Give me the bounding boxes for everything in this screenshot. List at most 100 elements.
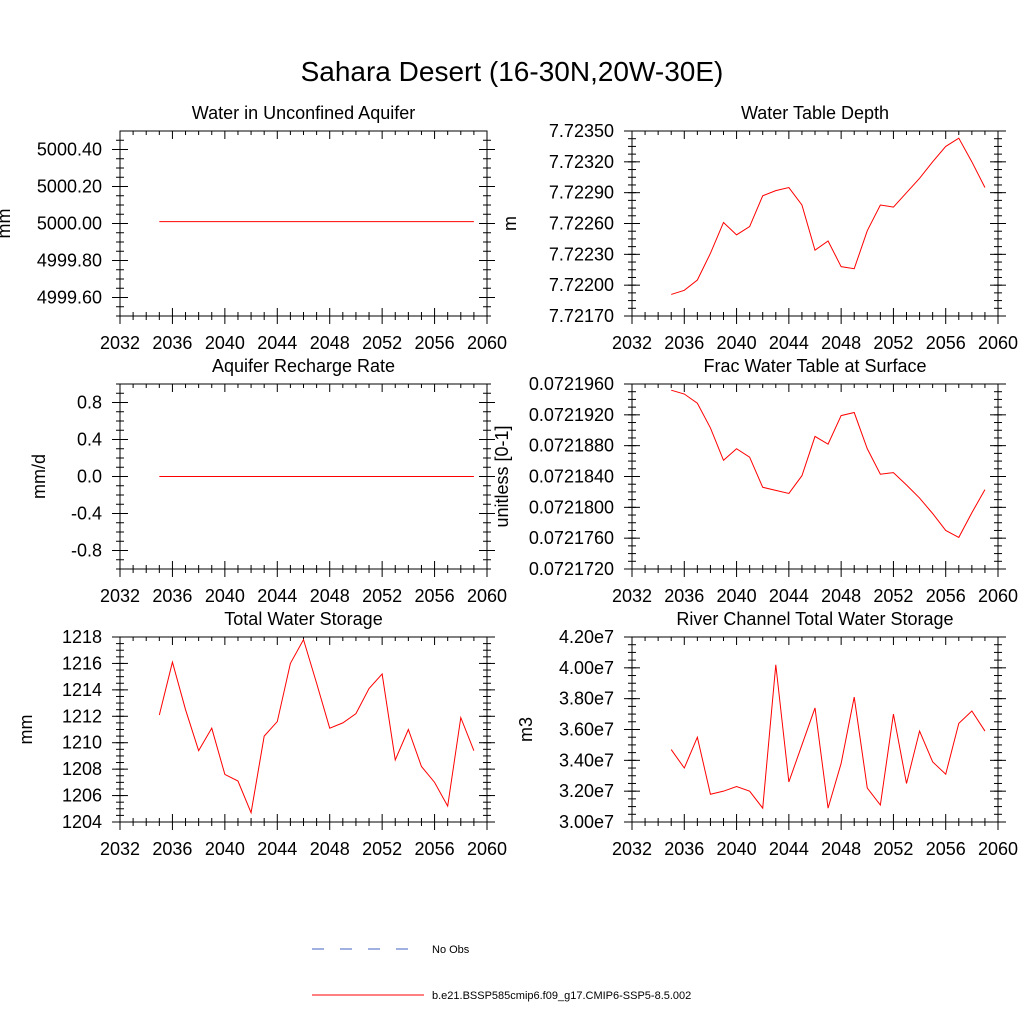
y-tick-label: 0.8 <box>77 393 102 413</box>
x-tick-label: 2040 <box>717 586 757 606</box>
x-tick-label: 2032 <box>100 839 140 859</box>
y-tick-label: 7.72290 <box>549 183 614 203</box>
panel-frac-water-table-at-surface: Frac Water Table at Surface 2032 2036 2040 2… <box>492 356 1018 606</box>
x-tick-label: 2060 <box>978 333 1018 353</box>
y-tick-label: -0.4 <box>71 504 102 524</box>
y-tick-label: 0.4 <box>77 430 102 450</box>
y-tick-label: 3.00e7 <box>559 812 614 832</box>
y-tick-label: 4.00e7 <box>559 658 614 678</box>
y-tick-label: 1212 <box>62 706 102 726</box>
series-line <box>158 638 475 815</box>
figure-title: Sahara Desert (16-30N,20W-30E) <box>300 56 724 87</box>
x-tick-label: 2044 <box>769 586 809 606</box>
y-tick-label: 7.72200 <box>549 275 614 295</box>
x-tick-label: 2060 <box>467 586 507 606</box>
y-axis-label: m3 <box>516 717 536 742</box>
x-tick-label: 2048 <box>310 839 350 859</box>
x-tick-label: 2056 <box>926 333 966 353</box>
series-line <box>671 137 986 295</box>
plot-frame <box>119 130 488 317</box>
y-tick-label: 5000.40 <box>37 140 102 160</box>
x-tick-label: 2036 <box>152 333 192 353</box>
panel-water-in-unconfined-aquifer: Water in Unconfined Aquifer 2032 2036 2040 2… <box>0 103 507 353</box>
x-tick-label: 2056 <box>415 333 455 353</box>
x-tick-label: 2032 <box>100 586 140 606</box>
y-tick-label: 1218 <box>62 627 102 647</box>
y-tick-label: 1208 <box>62 759 102 779</box>
series-line <box>670 664 986 810</box>
x-tick-label: 2040 <box>205 839 245 859</box>
y-tick-label: 7.72170 <box>549 306 614 326</box>
x-tick-label: 2044 <box>769 839 809 859</box>
x-tick-label: 2052 <box>873 586 913 606</box>
y-tick-label: 7.72230 <box>549 244 614 264</box>
x-tick-label: 2048 <box>310 586 350 606</box>
x-tick-label: 2048 <box>821 586 861 606</box>
y-axis-label: m <box>500 216 520 231</box>
x-tick-label: 2036 <box>152 586 192 606</box>
y-tick-label: 1216 <box>62 653 102 673</box>
x-tick-label: 2056 <box>926 839 966 859</box>
y-tick-label: 3.40e7 <box>559 750 614 770</box>
panel-title: Frac Water Table at Surface <box>703 356 926 376</box>
x-tick-label: 2032 <box>612 333 652 353</box>
x-tick-label: 2056 <box>415 839 455 859</box>
series-line <box>671 389 986 539</box>
y-tick-label: 1204 <box>62 812 102 832</box>
panel-title: Aquifer Recharge Rate <box>212 356 395 376</box>
x-tick-label: 2056 <box>926 586 966 606</box>
x-tick-label: 2044 <box>257 333 297 353</box>
y-axis-label: mm/d <box>29 454 49 499</box>
x-tick-label: 2052 <box>362 839 402 859</box>
x-tick-label: 2032 <box>612 586 652 606</box>
y-tick-label: 1210 <box>62 733 102 753</box>
panel-title: Water Table Depth <box>741 103 889 123</box>
x-tick-label: 2040 <box>717 333 757 353</box>
x-tick-label: 2040 <box>205 333 245 353</box>
legend-no-obs-label: No Obs <box>432 944 470 956</box>
plot-frame <box>631 636 999 823</box>
x-tick-label: 2036 <box>664 839 704 859</box>
y-axis-label: unitless [0-1] <box>492 425 512 527</box>
y-tick-label: 4999.80 <box>37 251 102 271</box>
panel-aquifer-recharge-rate: Aquifer Recharge Rate 2032 2036 2040 2044 204… <box>29 356 507 606</box>
y-tick-label: 0.0721760 <box>529 528 614 548</box>
y-tick-label: -0.8 <box>71 541 102 561</box>
x-tick-label: 2040 <box>717 839 757 859</box>
x-tick-label: 2048 <box>821 839 861 859</box>
x-tick-label: 2036 <box>664 333 704 353</box>
x-tick-label: 2052 <box>362 333 402 353</box>
y-tick-label: 0.0721800 <box>529 497 614 517</box>
panel-title: River Channel Total Water Storage <box>676 609 953 629</box>
x-tick-label: 2056 <box>415 586 455 606</box>
y-tick-label: 7.72320 <box>549 152 614 172</box>
y-tick-label: 4.20e7 <box>559 627 614 647</box>
y-tick-label: 0.0721920 <box>529 405 614 425</box>
y-tick-label: 1214 <box>62 680 102 700</box>
x-tick-label: 2048 <box>821 333 861 353</box>
y-tick-label: 5000.20 <box>37 177 102 197</box>
y-tick-label: 5000.00 <box>37 214 102 234</box>
y-tick-label: 7.72260 <box>549 214 614 234</box>
x-tick-label: 2060 <box>467 839 507 859</box>
y-tick-label: 7.72350 <box>549 121 614 141</box>
plot-frame <box>631 383 999 570</box>
y-tick-label: 0.0721880 <box>529 436 614 456</box>
x-tick-label: 2060 <box>978 586 1018 606</box>
y-tick-label: 0.0 <box>77 467 102 487</box>
x-tick-label: 2052 <box>873 839 913 859</box>
y-tick-label: 0.0721720 <box>529 559 614 579</box>
y-tick-label: 3.60e7 <box>559 720 614 740</box>
panel-river-channel-total-water-storage: River Channel Total Water Storage 2032 203… <box>516 609 1018 859</box>
x-tick-label: 2044 <box>257 839 297 859</box>
x-tick-label: 2044 <box>257 586 297 606</box>
y-tick-label: 0.0721840 <box>529 467 614 487</box>
x-tick-label: 2032 <box>100 333 140 353</box>
x-tick-label: 2036 <box>152 839 192 859</box>
x-tick-label: 2048 <box>310 333 350 353</box>
panel-title: Total Water Storage <box>224 609 382 629</box>
plot-frame <box>119 636 488 823</box>
y-tick-label: 4999.60 <box>37 288 102 308</box>
panel-water-table-depth: Water Table Depth 2032 2036 2040 2044 2048 205… <box>500 103 1018 353</box>
